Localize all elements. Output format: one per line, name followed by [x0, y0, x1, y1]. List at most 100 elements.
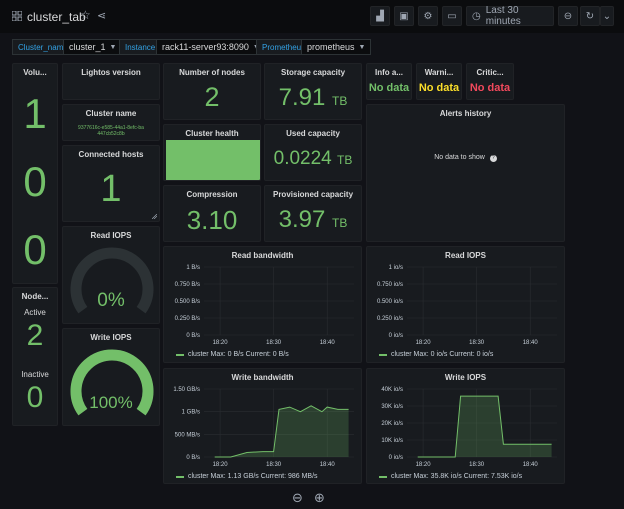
warning-alerts-value: No data: [418, 82, 460, 94]
star-icon[interactable]: ☆: [80, 8, 91, 22]
panel-title: Read bandwidth: [231, 251, 294, 260]
nodes-panel[interactable]: Node... Active 2 Inactive 0: [12, 287, 58, 426]
panel-title: Lightos version: [81, 68, 141, 77]
write-iops-panel[interactable]: Write IOPS 0 io/s 10K io/s 20K io/s 30K io/…: [366, 368, 565, 484]
y-tick-label: 1 B/s: [186, 265, 200, 271]
zoom-out-time-button[interactable]: ⊖: [558, 6, 578, 26]
panel-title: Node...: [21, 292, 49, 301]
volumes-value-3: 0: [23, 226, 47, 273]
used-capacity-unit: TB: [337, 153, 353, 167]
storage-capacity-panel[interactable]: Storage capacity 7.91 TB: [264, 63, 362, 120]
refresh-icon: ↻: [585, 10, 595, 22]
add-panel-button[interactable]: ▟: [370, 6, 390, 26]
instance-variable-label: Instance: [119, 39, 162, 55]
critical-alerts-panel[interactable]: Critic... No data: [466, 63, 514, 100]
write-iops-gauge-panel[interactable]: Write IOPS 100%: [62, 328, 160, 426]
info-circle-icon[interactable]: ?: [489, 155, 497, 162]
time-range-picker[interactable]: ◷ Last 30 minutes: [466, 5, 554, 27]
write-iops-gauge-value: 100%: [89, 393, 133, 412]
read-iops-gauge-panel[interactable]: Read IOPS 0%: [62, 226, 160, 324]
refresh-button[interactable]: ↻: [580, 6, 600, 26]
compression-panel[interactable]: Compression 3.10: [163, 185, 261, 242]
y-tick-label: 1 GB/s: [182, 410, 200, 416]
x-tick-label: 18:30: [266, 462, 282, 468]
clock-icon: ◷: [472, 10, 481, 22]
dashboard-grid-icon[interactable]: [12, 11, 22, 21]
used-capacity-panel[interactable]: Used capacity 0.0224 TB: [264, 124, 362, 181]
y-tick-label: 30K io/s: [381, 404, 403, 410]
settings-icon: ⚙: [423, 10, 433, 22]
cluster-name-select[interactable]: cluster_1 ▼: [63, 39, 123, 55]
chart-legend[interactable]: cluster Max: 0 B/s Current: 0 B/s: [176, 351, 289, 358]
y-tick-label: 0 B/s: [186, 455, 200, 461]
storage-capacity-value: 7.91: [278, 84, 326, 111]
y-tick-label: 0.500 B/s: [175, 299, 200, 305]
chevron-down-icon: ▼: [109, 43, 117, 51]
zoom-in-icon[interactable]: ⊕: [314, 490, 325, 505]
panel-title: Critic...: [476, 68, 504, 77]
panel-title: Used capacity: [286, 129, 340, 138]
storage-capacity-unit: TB: [332, 94, 348, 108]
dashboard-title[interactable]: cluster_tab: [27, 10, 86, 24]
panel-title: Warni...: [424, 68, 454, 77]
series-area: [214, 405, 349, 457]
nodes-active-label: Active: [24, 308, 46, 317]
write-iops-gauge: [70, 349, 154, 416]
x-tick-label: 18:20: [416, 340, 432, 346]
provisioned-capacity-value: 3.97: [278, 206, 326, 233]
refresh-interval-picker[interactable]: ⌄: [600, 6, 614, 26]
y-tick-label: 0.500 io/s: [377, 299, 403, 305]
y-tick-label: 0 io/s: [389, 455, 403, 461]
top-navbar: cluster_tab ☆ ⋖ ▟ ▣ ⚙ ▭ ◷ Last 30 minute…: [0, 0, 624, 33]
prometheus-select[interactable]: prometheus ▼: [301, 39, 372, 55]
y-tick-label: 0 B/s: [186, 333, 200, 339]
instance-select[interactable]: rack11-server93:8090 ▼: [156, 39, 266, 55]
alerts-history-panel[interactable]: Alerts history No data to show ?: [366, 104, 565, 242]
nodes-active-value: 2: [26, 319, 44, 352]
connected-hosts-panel[interactable]: Connected hosts 1: [62, 145, 160, 222]
cluster-name-value: 9377616c-e585-44a1-8efc-ba447cb52c8b: [78, 125, 144, 137]
read-bandwidth-panel[interactable]: Read bandwidth 0 B/s 0.250 B/s 0.500 B/s 0.…: [163, 246, 362, 363]
cluster-name-panel[interactable]: Cluster name 9377616c-e585-44a1-8efc-ba4…: [62, 104, 160, 141]
x-tick-label: 18:30: [266, 340, 282, 346]
cluster-health-indicator: [166, 140, 260, 180]
read-iops-chart: 0 io/s 0.250 io/s 0.500 io/s 0.750 io/s 1 io…: [377, 265, 557, 346]
y-tick-label: 500 MB/s: [175, 432, 200, 438]
cluster-name-value: cluster_1: [69, 42, 106, 52]
panel-title: Connected hosts: [78, 150, 144, 159]
panel-title: Info a...: [375, 68, 403, 77]
y-tick-label: 20K io/s: [381, 421, 403, 427]
series-color-swatch: [379, 353, 387, 356]
write-bandwidth-panel[interactable]: Write bandwidth 0 B/s 500 MB/s 1 GB/s 1.50 …: [163, 368, 362, 484]
warning-alerts-panel[interactable]: Warni... No data: [416, 63, 462, 100]
chart-legend[interactable]: cluster Max: 35.8K io/s Current: 7.53K i…: [379, 473, 522, 480]
number-of-nodes-panel[interactable]: Number of nodes 2: [163, 63, 261, 120]
nodes-inactive-label: Inactive: [21, 370, 49, 379]
info-alerts-panel[interactable]: Info a... No data: [366, 63, 412, 100]
legend-text: cluster Max: 0 B/s Current: 0 B/s: [188, 351, 289, 358]
share-icon[interactable]: ⋖: [97, 10, 107, 22]
volumes-panel[interactable]: Volu... 1 0 0: [12, 63, 58, 284]
settings-button[interactable]: ⚙: [418, 6, 438, 26]
y-tick-label: 0 io/s: [389, 333, 403, 339]
tv-mode-button[interactable]: ▭: [442, 6, 462, 26]
y-tick-label: 0.750 io/s: [377, 282, 403, 288]
y-tick-label: 40K io/s: [381, 387, 403, 393]
x-tick-label: 18:40: [523, 462, 539, 468]
save-button[interactable]: ▣: [394, 6, 414, 26]
time-range-label: Last 30 minutes: [485, 5, 521, 27]
zoom-out-icon[interactable]: ⊖: [292, 490, 303, 505]
resize-handle-icon[interactable]: [152, 214, 157, 219]
chart-legend[interactable]: cluster Max: 0 io/s Current: 0 io/s: [379, 351, 493, 358]
provisioned-capacity-panel[interactable]: Provisioned capacity 3.97 TB: [264, 185, 362, 242]
lightos-version-panel[interactable]: Lightos version: [62, 63, 160, 100]
critical-alerts-value: No data: [469, 82, 511, 94]
cluster-health-panel[interactable]: Cluster health: [163, 124, 261, 181]
chart-legend[interactable]: cluster Max: 1.13 GB/s Current: 986 MB/s: [176, 473, 318, 480]
y-tick-label: 10K io/s: [381, 438, 403, 444]
read-iops-panel[interactable]: Read IOPS 0 io/s 0.250 io/s 0.500 io/s 0.75…: [366, 246, 565, 363]
x-tick-label: 18:40: [523, 340, 539, 346]
x-tick-label: 18:20: [213, 462, 229, 468]
used-capacity-stat: 0.0224 TB: [265, 148, 361, 170]
series-line-cluster: [417, 395, 552, 458]
